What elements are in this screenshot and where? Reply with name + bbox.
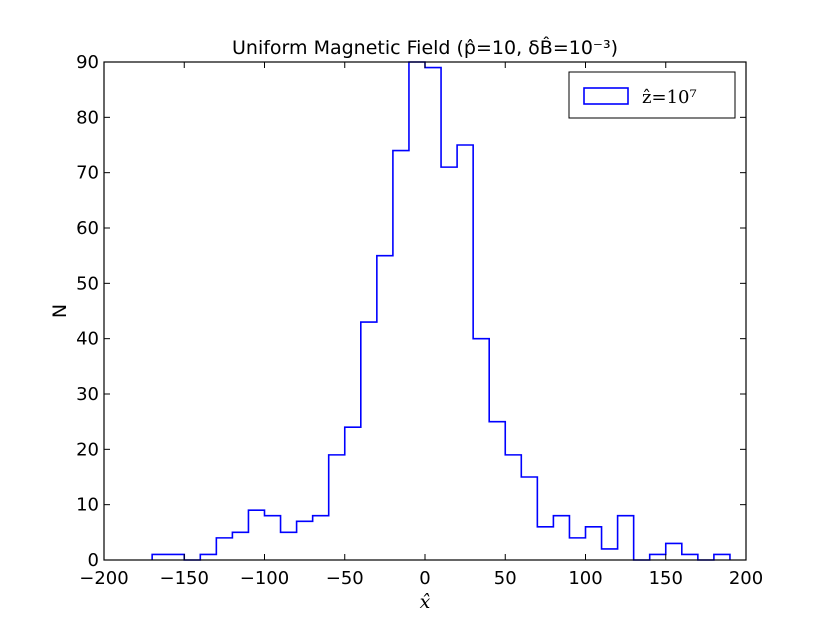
y-tick-label: 40 [76, 329, 99, 350]
y-tick-label: 0 [88, 550, 99, 571]
x-tick-label: −150 [160, 568, 209, 589]
legend: ẑ=10⁷ [568, 71, 736, 119]
x-tick-label: 150 [649, 568, 683, 589]
x-tick-label: −200 [79, 568, 128, 589]
x-tick-label: 50 [494, 568, 517, 589]
y-tick-label: 20 [76, 439, 99, 460]
y-axis-label: N [49, 304, 71, 318]
x-tick-label: 200 [729, 568, 763, 589]
chart-title: Uniform Magnetic Field (p̂=10, δB̂=10⁻³) [232, 37, 618, 59]
legend-series-label: ẑ=10⁷ [642, 87, 697, 108]
x-tick-label: 100 [568, 568, 602, 589]
y-tick-label: 90 [76, 52, 99, 73]
y-tick-label: 60 [76, 218, 99, 239]
legend-swatch [583, 87, 629, 105]
x-tick-label: 0 [419, 568, 430, 589]
x-tick-labels: −200 −150 −100 −50 0 50 100 150 200 [79, 568, 763, 589]
plot-frame [103, 61, 747, 561]
x-axis-label: x̂ [420, 591, 431, 613]
axis-ticks [103, 61, 747, 561]
y-tick-label: 30 [76, 384, 99, 405]
x-tick-label: −50 [326, 568, 364, 589]
y-tick-label: 80 [76, 107, 99, 128]
y-tick-labels: 0 10 20 30 40 50 60 70 80 90 [76, 52, 99, 571]
y-tick-label: 50 [76, 273, 99, 294]
x-tick-label: −100 [240, 568, 289, 589]
y-tick-label: 70 [76, 163, 99, 184]
y-tick-label: 10 [76, 495, 99, 516]
histogram-series-outline [151, 61, 731, 561]
legend-box [568, 71, 736, 119]
